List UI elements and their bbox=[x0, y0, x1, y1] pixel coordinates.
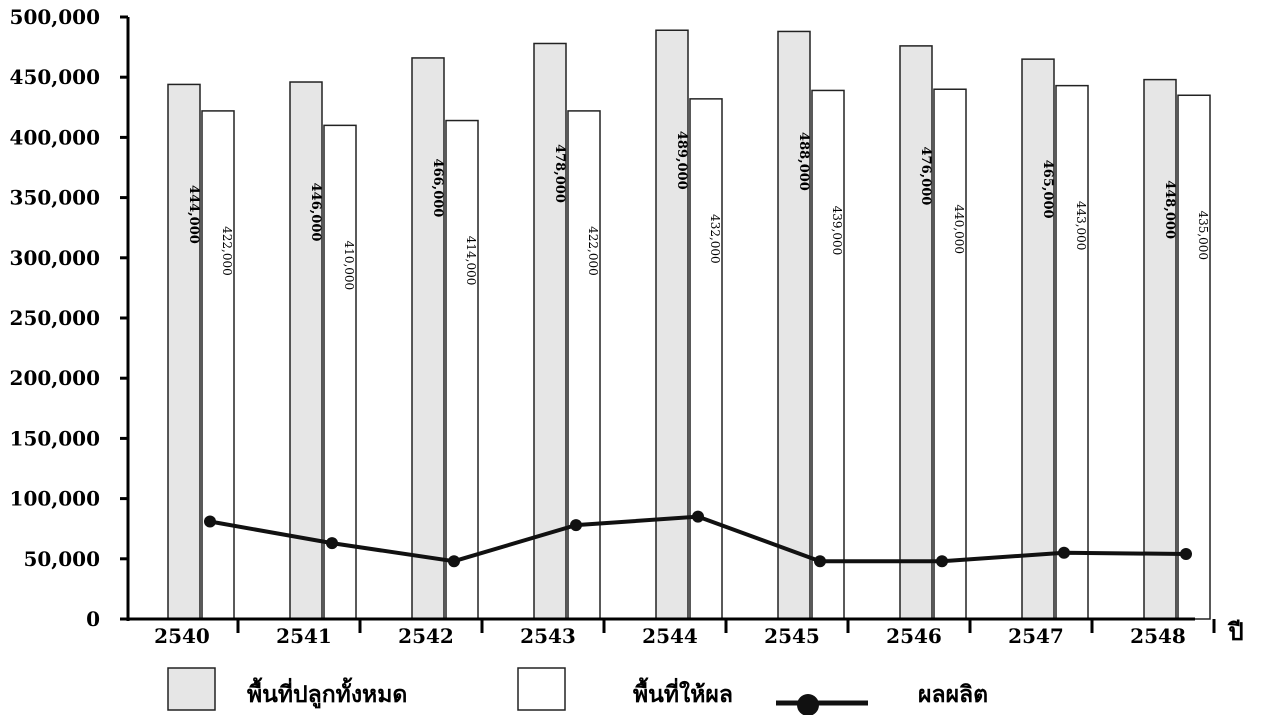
y-tick-label: 500,000 bbox=[10, 5, 100, 29]
x-axis-label: ปี bbox=[1227, 617, 1243, 646]
legend-label-bearing-area: พื้นที่ให้ผล bbox=[633, 677, 733, 708]
bar-total-area-label: 476,000 bbox=[918, 146, 933, 205]
x-tick-label: 2544 bbox=[642, 624, 698, 648]
legend-marker-production bbox=[797, 694, 819, 716]
production-point bbox=[448, 555, 460, 568]
bar-bearing-area bbox=[1177, 94, 1211, 620]
x-tick-label: 2542 bbox=[398, 624, 454, 648]
legend-label-production: ผลผลิต bbox=[918, 681, 988, 708]
legend-swatch-total-area bbox=[167, 667, 216, 711]
production-line bbox=[204, 510, 1192, 568]
y-axis: 0 50,000 100,000 150,000 200,000 250,000 300,0… bbox=[10, 5, 130, 631]
bar-bearing-area-label: 439,000 bbox=[830, 206, 844, 256]
bar-total-area-label: 489,000 bbox=[674, 131, 689, 190]
bars: 444,000 422,000 446,000 410,000 466,000 414,0… bbox=[167, 29, 1211, 620]
bar-bearing-area-label: 410,000 bbox=[342, 241, 356, 291]
production-point bbox=[570, 519, 582, 532]
x-tick-label: 2548 bbox=[1130, 624, 1186, 648]
y-tick-label: 400,000 bbox=[10, 125, 100, 149]
x-tick-label: 2543 bbox=[520, 624, 576, 648]
bar-bearing-area bbox=[1055, 84, 1089, 620]
bar-total-area bbox=[655, 29, 689, 620]
bar-bearing-area-label: 435,000 bbox=[1196, 210, 1210, 260]
bar-total-area-label: 444,000 bbox=[186, 185, 201, 244]
legend: พื้นที่ปลูกทั้งหมด พื้นที่ให้ผล ผลผลิต bbox=[167, 667, 988, 716]
y-tick-label: 0 bbox=[86, 607, 100, 631]
bar-total-area-label: 478,000 bbox=[552, 144, 567, 203]
bar-total-area-label: 465,000 bbox=[1040, 160, 1055, 219]
bar-bearing-area bbox=[933, 88, 967, 620]
bar-bearing-area bbox=[445, 119, 479, 620]
legend-swatch-bearing-area bbox=[517, 667, 566, 711]
bar-bearing-area-label: 422,000 bbox=[586, 226, 600, 276]
bar-total-area-label: 488,000 bbox=[796, 132, 811, 191]
bar-total-area bbox=[899, 45, 933, 620]
bar-total-area bbox=[777, 30, 811, 620]
x-tick-label: 2545 bbox=[764, 624, 820, 648]
x-tick-label: 2541 bbox=[276, 624, 332, 648]
bar-total-area bbox=[411, 57, 445, 620]
production-point bbox=[692, 510, 704, 523]
x-tick-label: 2540 bbox=[154, 624, 210, 648]
bar-total-area bbox=[289, 81, 323, 620]
bar-total-area-label: 448,000 bbox=[1162, 180, 1177, 239]
production-point bbox=[1058, 546, 1070, 559]
bar-bearing-area bbox=[689, 98, 723, 620]
bar-total-area bbox=[1021, 58, 1055, 620]
bar-bearing-area-label: 414,000 bbox=[464, 236, 478, 286]
production-point bbox=[936, 555, 948, 568]
bar-bearing-area bbox=[811, 89, 845, 620]
production-point bbox=[1180, 547, 1192, 560]
y-tick-label: 350,000 bbox=[10, 186, 100, 210]
bar-bearing-area bbox=[323, 124, 357, 620]
x-tick-label: 2546 bbox=[886, 624, 942, 648]
y-tick-label: 450,000 bbox=[10, 65, 100, 89]
bar-bearing-area-label: 422,000 bbox=[220, 226, 234, 276]
y-tick-label: 300,000 bbox=[10, 246, 100, 270]
production-point bbox=[204, 515, 216, 528]
bar-bearing-area bbox=[567, 110, 601, 620]
y-tick-label: 200,000 bbox=[10, 366, 100, 390]
bar-total-area-label: 466,000 bbox=[430, 159, 445, 218]
x-tick-label: 2547 bbox=[1008, 624, 1064, 648]
bar-bearing-area bbox=[201, 110, 235, 620]
production-point bbox=[326, 537, 338, 550]
production-point bbox=[814, 555, 826, 568]
legend-label-total-area: พื้นที่ปลูกทั้งหมด bbox=[247, 677, 407, 709]
bar-bearing-area-label: 432,000 bbox=[708, 214, 722, 264]
y-tick-label: 100,000 bbox=[10, 487, 100, 511]
bar-bearing-area-label: 443,000 bbox=[1074, 201, 1088, 251]
x-axis: 2540 2541 2542 2543 2544 2545 2546 2547 2548 ปี bbox=[126, 617, 1244, 648]
bar-total-area-label: 446,000 bbox=[308, 183, 323, 242]
bar-bearing-area-label: 440,000 bbox=[952, 204, 966, 254]
y-tick-label: 250,000 bbox=[10, 306, 100, 330]
y-tick-label: 50,000 bbox=[23, 547, 100, 571]
bar-total-area bbox=[167, 83, 201, 620]
y-tick-label: 150,000 bbox=[10, 426, 100, 450]
bar-total-area bbox=[1143, 78, 1177, 620]
